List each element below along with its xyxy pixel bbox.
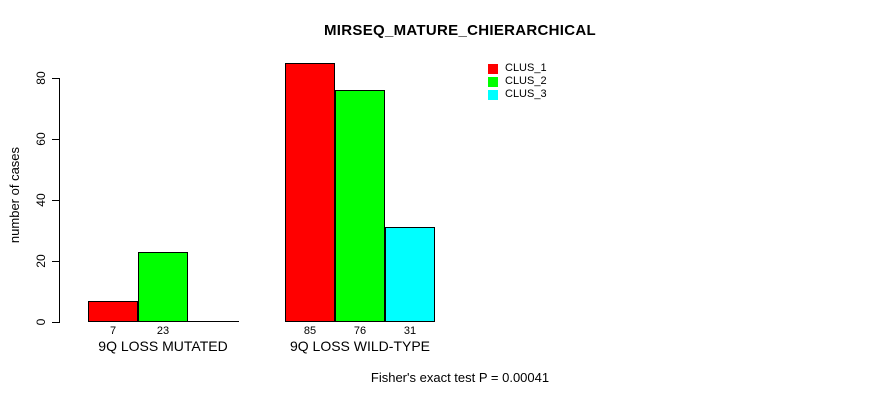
legend-label: CLUS_2	[505, 75, 547, 87]
chart-subtitle: Fisher's exact test P = 0.00041	[370, 370, 550, 385]
bar-clus_2-2	[335, 90, 385, 322]
legend-label: CLUS_1	[505, 62, 547, 74]
legend-swatch-icon	[488, 89, 498, 100]
y-axis-label: number of cases	[7, 146, 22, 244]
bar-value-label: 85	[303, 325, 317, 337]
y-axis-tick	[52, 139, 59, 140]
y-axis-tick-label: 40	[34, 193, 48, 207]
chart-legend: CLUS_1 CLUS_2 CLUS_3	[488, 62, 547, 101]
y-axis-tick-label: 80	[34, 71, 48, 85]
legend-swatch-icon	[488, 76, 498, 87]
legend-row: CLUS_3	[488, 88, 547, 101]
bar-value-label: 76	[353, 325, 367, 337]
bar-clus_3-2	[385, 227, 435, 322]
legend-row: CLUS_1	[488, 62, 547, 75]
bar-clus_1-1	[88, 301, 138, 322]
y-axis-line	[59, 78, 60, 323]
bar-value-label: 31	[403, 325, 417, 337]
y-axis-tick	[52, 78, 59, 79]
bar-clus_2-1	[138, 252, 188, 322]
legend-swatch-icon	[488, 63, 498, 74]
y-axis-tick-label: 20	[34, 254, 48, 268]
y-axis-tick	[52, 200, 59, 201]
legend-row: CLUS_2	[488, 75, 547, 88]
bar-value-label: 23	[156, 325, 170, 337]
bar-clus_1-2	[285, 63, 335, 322]
y-axis-tick-label: 60	[34, 132, 48, 146]
chart-title: MIRSEQ_MATURE_CHIERARCHICAL	[324, 22, 596, 39]
y-axis-tick	[52, 322, 59, 323]
y-axis-tick-label: 0	[34, 318, 48, 326]
bar-clus_3-1-zero	[188, 321, 239, 322]
category-label: 9Q LOSS MUTATED	[98, 338, 228, 354]
y-axis-tick	[52, 261, 59, 262]
bar-value-label: 7	[109, 325, 117, 337]
legend-label: CLUS_3	[505, 88, 547, 100]
category-label: 9Q LOSS WILD-TYPE	[289, 338, 431, 354]
